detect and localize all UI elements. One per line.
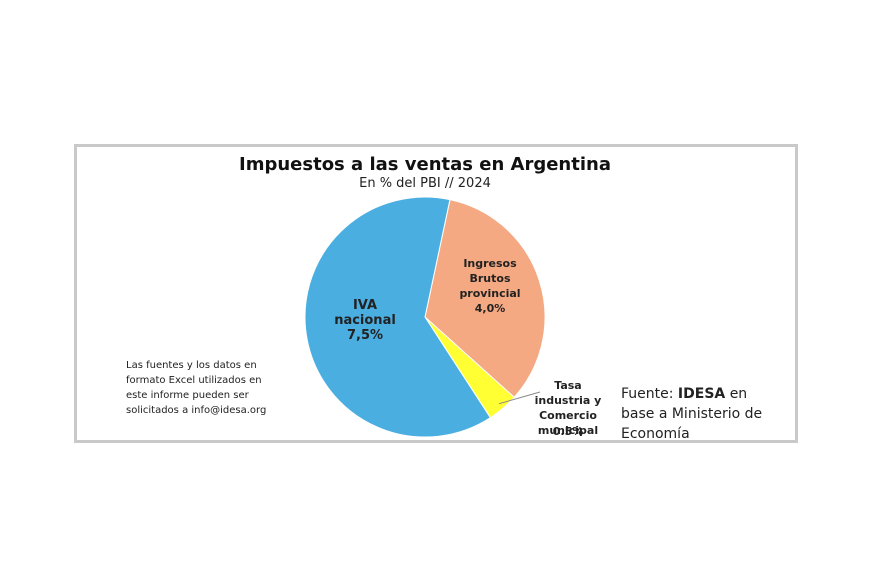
pie-slice	[304, 196, 492, 438]
source-org: IDESA	[677, 386, 726, 402]
slice-label: Ingresos Brutos provincial	[459, 257, 521, 300]
source: Fuente: IDESA en base a Ministerio de Ec…	[621, 384, 781, 444]
source-prefix: Fuente:	[621, 386, 674, 402]
slice-label: Tasa industria y Comercio municipal	[534, 379, 602, 437]
chart-title: Impuestos a las ventas en Argentina	[239, 154, 611, 175]
value-label: 0.5%	[552, 425, 584, 438]
source-rest: en base a Ministerio de Economía	[621, 386, 763, 442]
leader-line	[498, 391, 541, 405]
value-label: 7,5%	[346, 328, 384, 343]
chart-subtitle: En % del PBI // 2024	[359, 176, 491, 191]
pie-slice	[424, 199, 546, 399]
slice-label: IVA nacional	[334, 298, 396, 328]
note: Las fuentes y los datos en formato Excel…	[126, 360, 267, 416]
value-label: 4,0%	[474, 302, 506, 315]
frame	[74, 144, 798, 443]
